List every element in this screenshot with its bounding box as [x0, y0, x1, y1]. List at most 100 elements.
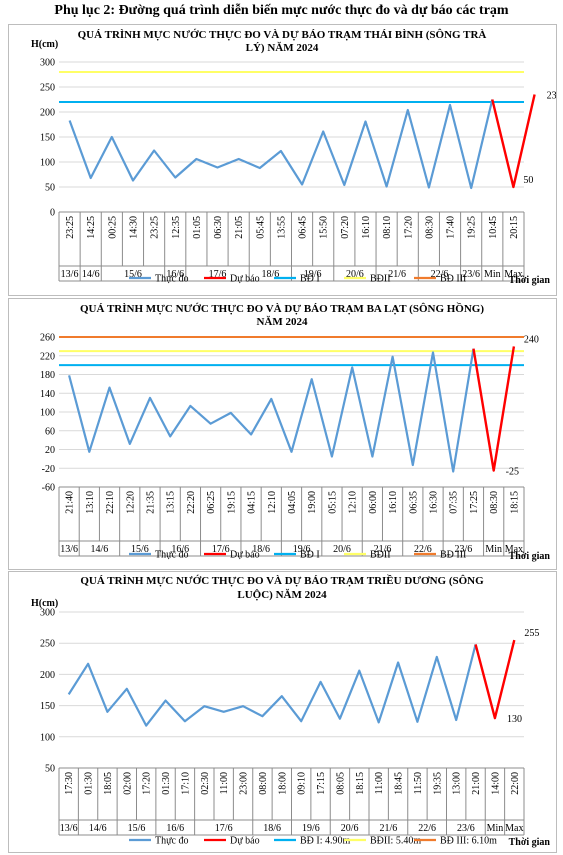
chart-title-line: QUÁ TRÌNH MỰC NƯỚC THỰC ĐO VÀ DỰ BÁO TRẠ…: [80, 574, 484, 587]
x-group-label: 14/6: [82, 269, 100, 280]
x-group-label: Min: [485, 544, 502, 555]
x-group-label: 14/6: [89, 823, 107, 834]
chart-panel-trieu-duong: QUÁ TRÌNH MỰC NƯỚC THỰC ĐO VÀ DỰ BÁO TRẠ…: [8, 571, 557, 853]
x-tick-label: 14:00: [490, 772, 501, 795]
x-tick-label: 08:00: [258, 772, 269, 795]
x-tick-label: 01:05: [192, 216, 203, 239]
y-tick-label: 150: [40, 133, 55, 144]
y-tick-label: 140: [40, 389, 55, 400]
x-tick-label: 05:45: [255, 216, 266, 239]
x-group-label: 13/6: [60, 823, 78, 834]
x-group-label: 19/6: [302, 823, 320, 834]
x-tick-label: 04:05: [287, 491, 298, 514]
x-axis-label: Thời gian: [509, 551, 551, 562]
x-tick-label: 01:30: [84, 772, 95, 795]
y-tick-label: 150: [40, 701, 55, 712]
x-tick-label: 12:35: [171, 216, 182, 239]
x-group-label: 18/6: [261, 269, 279, 280]
x-group-label: Max: [505, 823, 523, 834]
y-tick-label: 250: [40, 83, 55, 94]
x-tick-label: 17:10: [180, 772, 191, 795]
data-label: 130: [507, 714, 522, 725]
x-tick-label: 01:30: [161, 772, 172, 795]
x-group-label: 19/6: [293, 544, 311, 555]
series-line-forecast: [472, 346, 516, 472]
x-axis-label: Thời gian: [509, 837, 551, 848]
x-group-label: 16/6: [166, 823, 184, 834]
x-group-label: 14/6: [91, 544, 109, 555]
x-group-label: 21/6: [388, 269, 406, 280]
legend-entry: BĐII: 5.40m: [370, 836, 421, 847]
x-tick-label: 17:20: [403, 216, 414, 239]
y-tick-label: 200: [40, 670, 55, 681]
x-tick-label: 10:45: [488, 216, 499, 239]
x-tick-label: 14:25: [86, 216, 97, 239]
x-tick-label: 19:35: [432, 772, 443, 795]
x-tick-label: 15:50: [319, 216, 330, 239]
x-group-label: 21/6: [379, 823, 397, 834]
legend-entry: BĐ III: 6.10m: [440, 836, 497, 847]
legend-entry: BĐ I: [300, 550, 320, 561]
x-tick-label: 06:35: [408, 491, 419, 514]
x-tick-label: 18:45: [394, 772, 405, 795]
x-tick-label: 18:00: [277, 772, 288, 795]
x-tick-label: 21:35: [145, 491, 156, 514]
chart-ba-lat: QUÁ TRÌNH MỰC NƯỚC THỰC ĐO VÀ DỰ BÁO TRẠ…: [40, 302, 551, 562]
x-tick-label: 06:45: [298, 216, 309, 239]
x-tick-label: 08:05: [335, 772, 346, 795]
x-tick-label: 17:15: [316, 772, 327, 795]
x-group-label: 22/6: [414, 544, 432, 555]
series-line-observed: [67, 644, 477, 727]
x-group-label: 20/6: [333, 544, 351, 555]
x-tick-label: 14:30: [128, 216, 139, 239]
x-group-label: Min: [487, 823, 504, 834]
y-tick-label: 100: [40, 408, 55, 419]
x-tick-label: 04:15: [247, 491, 258, 514]
y-tick-label: 180: [40, 370, 55, 381]
x-tick-label: 17:30: [64, 772, 75, 795]
x-tick-label: 02:30: [200, 772, 211, 795]
y-tick-label: 60: [45, 426, 55, 437]
chart-panel-thai-binh: QUÁ TRÌNH MỰC NƯỚC THỰC ĐO VÀ DỰ BÁO TRẠ…: [8, 24, 557, 296]
x-tick-label: 18:15: [355, 772, 366, 795]
x-group-label: Min: [484, 269, 501, 280]
x-tick-label: 06:30: [213, 216, 224, 239]
data-label: 50: [523, 175, 533, 186]
legend-entry: Thực đo: [155, 836, 188, 847]
x-tick-label: 08:10: [382, 216, 393, 239]
legend-entry: BĐII: [370, 274, 391, 285]
x-tick-label: 22:00: [510, 772, 521, 795]
data-label: 255: [524, 628, 539, 639]
x-group-label: 20/6: [341, 823, 359, 834]
x-tick-label: 19:00: [307, 491, 318, 514]
x-tick-label: 09:10: [297, 772, 308, 795]
x-group-label: 22/6: [431, 269, 449, 280]
x-axis-label: Thời gian: [509, 275, 551, 286]
x-tick-label: 17:40: [446, 216, 457, 239]
x-tick-label: 13:55: [276, 216, 287, 239]
x-group-label: 23/6: [454, 544, 472, 555]
x-tick-label: 21:00: [471, 772, 482, 795]
legend-entry: Dự báo: [230, 836, 260, 847]
y-tick-label: 300: [40, 58, 55, 69]
x-group-label: 18/6: [263, 823, 281, 834]
x-group-label: 17/6: [212, 544, 230, 555]
y-tick-label: -20: [42, 464, 55, 475]
y-axis-label: H(cm): [31, 598, 58, 609]
y-axis-label: H(cm): [31, 39, 58, 50]
chart-title-line: QUÁ TRÌNH MỰC NƯỚC THỰC ĐO VÀ DỰ BÁO TRẠ…: [80, 302, 484, 315]
x-tick-label: 02:00: [122, 772, 133, 795]
x-tick-label: 08:30: [489, 491, 500, 514]
y-tick-label: 50: [45, 764, 55, 775]
x-tick-label: 20:15: [509, 216, 520, 239]
data-label: 240: [524, 334, 539, 345]
chart-thai-binh: QUÁ TRÌNH MỰC NƯỚC THỰC ĐO VÀ DỰ BÁO TRẠ…: [31, 28, 556, 286]
x-tick-label: 07:20: [340, 216, 351, 239]
y-tick-label: 100: [40, 158, 55, 169]
x-tick-label: 11:50: [413, 772, 424, 794]
x-tick-label: 16:10: [361, 216, 372, 239]
data-label: 235: [547, 91, 556, 102]
x-tick-label: 06:25: [206, 491, 217, 514]
x-tick-label: 22:10: [105, 491, 116, 514]
x-group-label: 23/6: [457, 823, 475, 834]
